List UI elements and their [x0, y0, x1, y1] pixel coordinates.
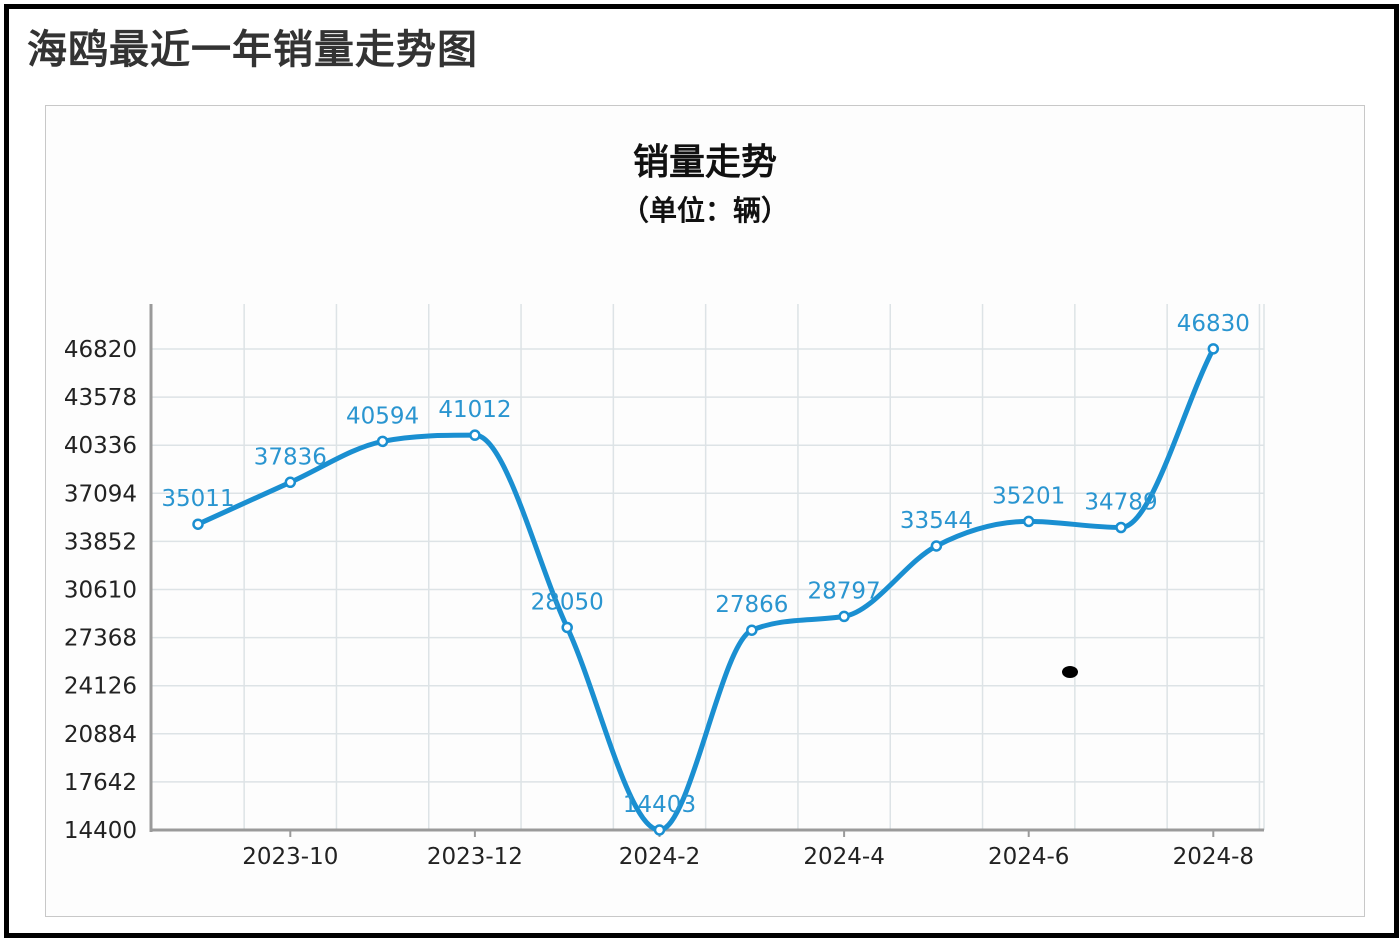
y-tick-label: 40336: [64, 433, 137, 459]
data-point: [561, 621, 573, 634]
data-label: 37836: [254, 444, 327, 470]
y-tick-label: 43578: [64, 385, 137, 411]
page-title: 海鸥最近一年销量走势图: [27, 27, 478, 73]
x-tick-label: 2024-2: [619, 844, 700, 870]
data-label: 46830: [1177, 311, 1250, 337]
data-label: 27866: [715, 592, 788, 618]
data-points: [192, 343, 1220, 836]
x-tick-label: 2023-12: [427, 844, 523, 870]
grid: [151, 304, 1265, 830]
x-tick-label: 2024-8: [1173, 844, 1254, 870]
data-labels: 35011 37836 40594 41012 28050 14403 27866 28797…: [161, 311, 1249, 818]
chart-panel: 14400 17642 20884 24126 27368 30610 33852 37094…: [45, 105, 1365, 917]
x-tick-label: 2023-10: [242, 844, 338, 870]
screenshot-frame: 海鸥最近一年销量走势图 14400 17642 20884 24126 27368 306…: [4, 4, 1399, 938]
data-point: [1207, 343, 1220, 355]
data-point: [1115, 521, 1127, 534]
data-point: [930, 540, 943, 552]
data-label: 41012: [438, 397, 511, 423]
chart-title: 销量走势: [633, 142, 777, 183]
x-tick-label: 2024-6: [988, 844, 1069, 870]
data-label: 34789: [1084, 489, 1157, 515]
data-label: 35201: [992, 483, 1065, 509]
y-tick-label: 37094: [64, 481, 137, 507]
sales-trend-chart: 14400 17642 20884 24126 27368 30610 33852 37094…: [64, 142, 1265, 870]
data-point: [192, 518, 204, 530]
y-tick-label: 46820: [64, 337, 137, 363]
y-tick-label: 27368: [64, 626, 137, 652]
y-tick-label: 17642: [64, 770, 137, 796]
data-point: [1022, 515, 1035, 528]
chart-subtitle: （单位：辆）: [621, 194, 789, 227]
data-label: 28797: [808, 578, 881, 604]
data-label: 40594: [346, 403, 419, 429]
data-label: 14403: [623, 792, 696, 818]
data-point: [653, 824, 666, 836]
data-label: 28050: [531, 589, 604, 615]
y-tick-label: 30610: [64, 578, 137, 604]
data-point: [284, 476, 297, 489]
y-tick-label: 33852: [64, 529, 137, 555]
data-label: 35011: [161, 486, 234, 512]
data-point: [376, 435, 389, 448]
y-tick-label: 14400: [64, 818, 137, 844]
x-tick-label: 2024-4: [803, 844, 884, 870]
axes: 14400 17642 20884 24126 27368 30610 33852 37094…: [64, 304, 1264, 870]
data-label: 33544: [900, 508, 973, 534]
cursor-dot: [1062, 666, 1078, 678]
y-tick-label: 20884: [64, 722, 137, 748]
data-point: [469, 429, 481, 441]
data-point: [746, 624, 758, 636]
data-point: [838, 610, 850, 623]
y-tick-label: 24126: [64, 674, 137, 700]
